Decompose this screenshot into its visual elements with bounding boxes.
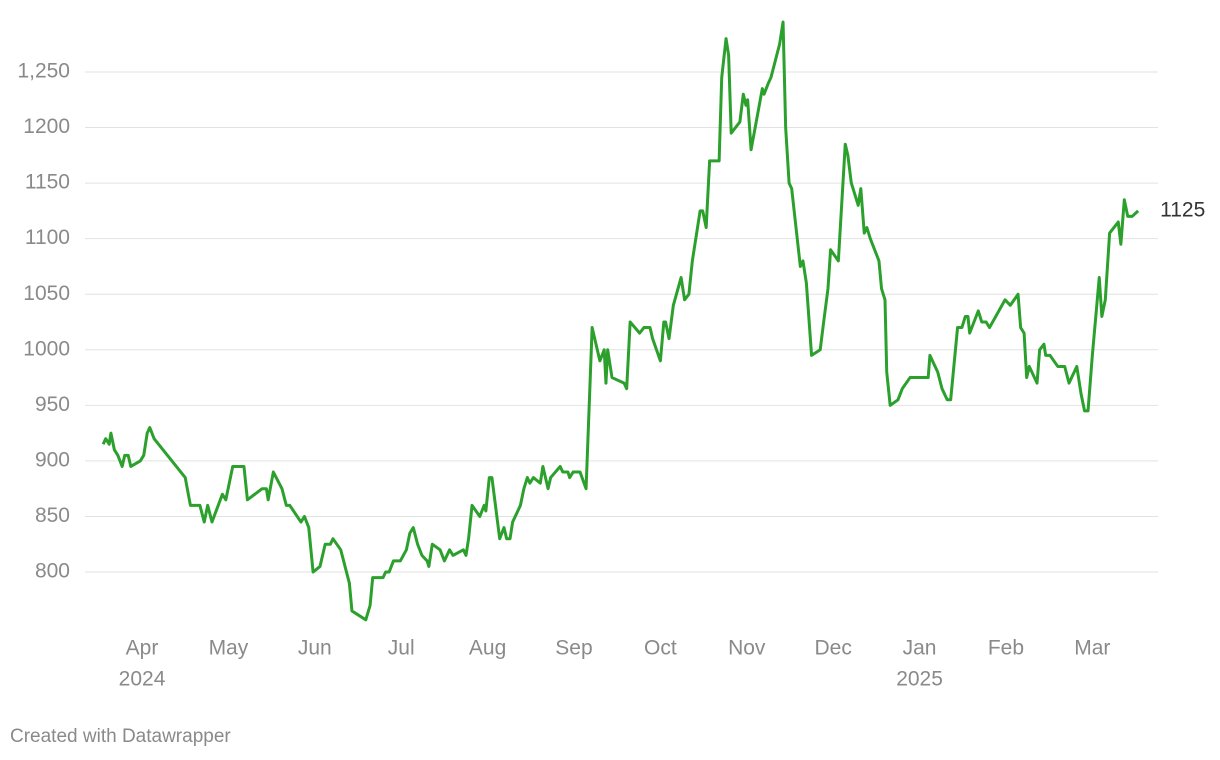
x-tick-label: Nov <box>728 637 766 660</box>
year-label: 2024 <box>119 668 166 691</box>
x-tick-label: Mar <box>1074 637 1110 660</box>
x-tick-label: Apr <box>126 637 159 660</box>
x-tick-label: Dec <box>814 637 851 660</box>
x-tick-label: Sep <box>555 637 592 660</box>
line <box>101 20 1140 622</box>
y-tick-label: 800 <box>35 560 70 583</box>
y-tick-label: 1100 <box>25 226 70 249</box>
x-tick-label: May <box>209 637 249 660</box>
y-tick-label: 850 <box>35 504 70 527</box>
x-tick-label: Jun <box>298 637 332 660</box>
credit: Created with Datawrapper <box>10 726 231 747</box>
x-tick-label: Jan <box>903 637 937 660</box>
y-tick-label: 1000 <box>23 337 70 360</box>
x-tick-label: Aug <box>469 637 506 660</box>
x-tick-label: Feb <box>988 637 1024 660</box>
end-value-label: 1125 <box>1160 198 1205 221</box>
y-tick-label: 1,250 <box>17 60 70 83</box>
x-tick-label: Jul <box>388 637 415 660</box>
y-tick-label: 1200 <box>23 115 70 138</box>
y-tick-label: 1050 <box>23 282 70 305</box>
year-label: 2025 <box>896 668 943 691</box>
y-tick-label: 900 <box>35 448 70 471</box>
x-tick-label: Oct <box>644 637 677 660</box>
y-tick-label: 1150 <box>25 171 70 194</box>
y-tick-label: 950 <box>35 393 70 416</box>
